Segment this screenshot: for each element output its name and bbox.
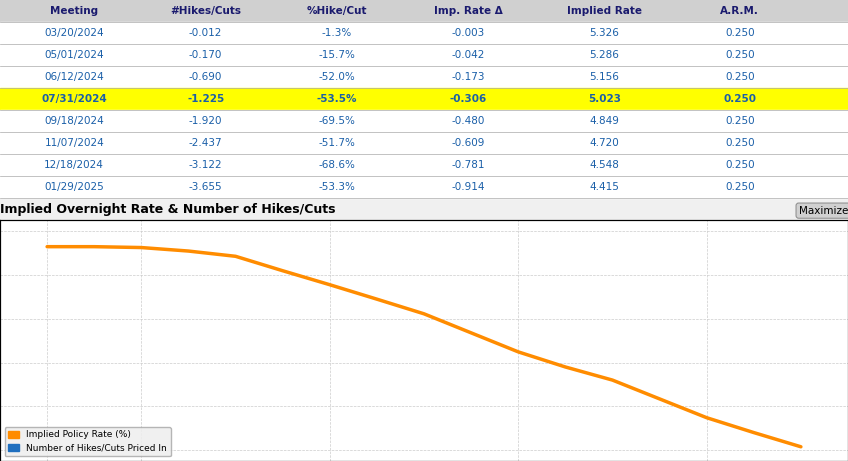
Text: 5.156: 5.156 (589, 72, 619, 82)
Text: 5.286: 5.286 (589, 50, 619, 60)
Text: -68.6%: -68.6% (319, 160, 355, 170)
Text: -0.003: -0.003 (452, 28, 485, 38)
Text: 4.849: 4.849 (589, 116, 619, 126)
Text: -0.173: -0.173 (452, 72, 485, 82)
Legend: Implied Policy Rate (%), Number of Hikes/Cuts Priced In: Implied Policy Rate (%), Number of Hikes… (4, 427, 170, 456)
Text: -0.914: -0.914 (452, 182, 485, 192)
Text: -1.920: -1.920 (189, 116, 222, 126)
Text: A.R.M.: A.R.M. (721, 6, 759, 16)
Text: -0.690: -0.690 (189, 72, 222, 82)
Bar (0, 44, 848, 66)
Text: -0.480: -0.480 (452, 116, 485, 126)
Text: 09/18/2024: 09/18/2024 (44, 116, 104, 126)
Text: 11/07/2024: 11/07/2024 (44, 138, 104, 148)
Text: -1.225: -1.225 (187, 94, 224, 104)
Text: -53.5%: -53.5% (317, 94, 357, 104)
Text: Maximize: Maximize (799, 206, 848, 216)
Text: -3.122: -3.122 (189, 160, 222, 170)
Text: -53.3%: -53.3% (319, 182, 355, 192)
Bar (0, 110, 848, 132)
Text: -3.655: -3.655 (189, 182, 222, 192)
Text: -0.170: -0.170 (189, 50, 222, 60)
Text: 05/01/2024: 05/01/2024 (44, 50, 104, 60)
Text: 5.023: 5.023 (588, 94, 621, 104)
Text: Imp. Rate Δ: Imp. Rate Δ (434, 6, 503, 16)
Text: -0.306: -0.306 (450, 94, 487, 104)
Text: 0.250: 0.250 (723, 94, 756, 104)
Bar (0, 154, 848, 176)
Text: 0.250: 0.250 (725, 28, 755, 38)
Bar (0, 176, 848, 198)
Text: 0.250: 0.250 (725, 50, 755, 60)
Text: 12/18/2024: 12/18/2024 (44, 160, 104, 170)
Bar (0, 66, 848, 88)
Text: -0.042: -0.042 (452, 50, 485, 60)
Text: 0.250: 0.250 (725, 116, 755, 126)
Text: 0.250: 0.250 (725, 138, 755, 148)
Text: 4.548: 4.548 (589, 160, 619, 170)
Text: 4.720: 4.720 (589, 138, 619, 148)
Text: 07/31/2024: 07/31/2024 (42, 94, 107, 104)
Text: 03/20/2024: 03/20/2024 (44, 28, 104, 38)
Text: -1.3%: -1.3% (322, 28, 352, 38)
Text: -15.7%: -15.7% (319, 50, 355, 60)
Text: -69.5%: -69.5% (319, 116, 355, 126)
Text: -0.609: -0.609 (452, 138, 485, 148)
Text: -51.7%: -51.7% (319, 138, 355, 148)
Text: 5.326: 5.326 (589, 28, 619, 38)
Text: Meeting: Meeting (50, 6, 98, 16)
Bar (0, 88, 848, 110)
Text: 06/12/2024: 06/12/2024 (44, 72, 104, 82)
Bar (0, 132, 848, 154)
Bar (0, 0, 848, 22)
Text: 4.415: 4.415 (589, 182, 619, 192)
Text: Implied Rate: Implied Rate (566, 6, 642, 16)
Text: %Hike/Cut: %Hike/Cut (307, 6, 367, 16)
Text: 0.250: 0.250 (725, 182, 755, 192)
Text: -0.781: -0.781 (452, 160, 485, 170)
Text: -2.437: -2.437 (189, 138, 222, 148)
Text: -52.0%: -52.0% (319, 72, 355, 82)
Text: 0.250: 0.250 (725, 72, 755, 82)
Text: #Hikes/Cuts: #Hikes/Cuts (170, 6, 241, 16)
Text: 0.250: 0.250 (725, 160, 755, 170)
Text: -0.012: -0.012 (189, 28, 222, 38)
Text: Implied Overnight Rate & Number of Hikes/Cuts: Implied Overnight Rate & Number of Hikes… (0, 203, 336, 217)
Text: 01/29/2025: 01/29/2025 (44, 182, 104, 192)
Bar (0, 22, 848, 44)
